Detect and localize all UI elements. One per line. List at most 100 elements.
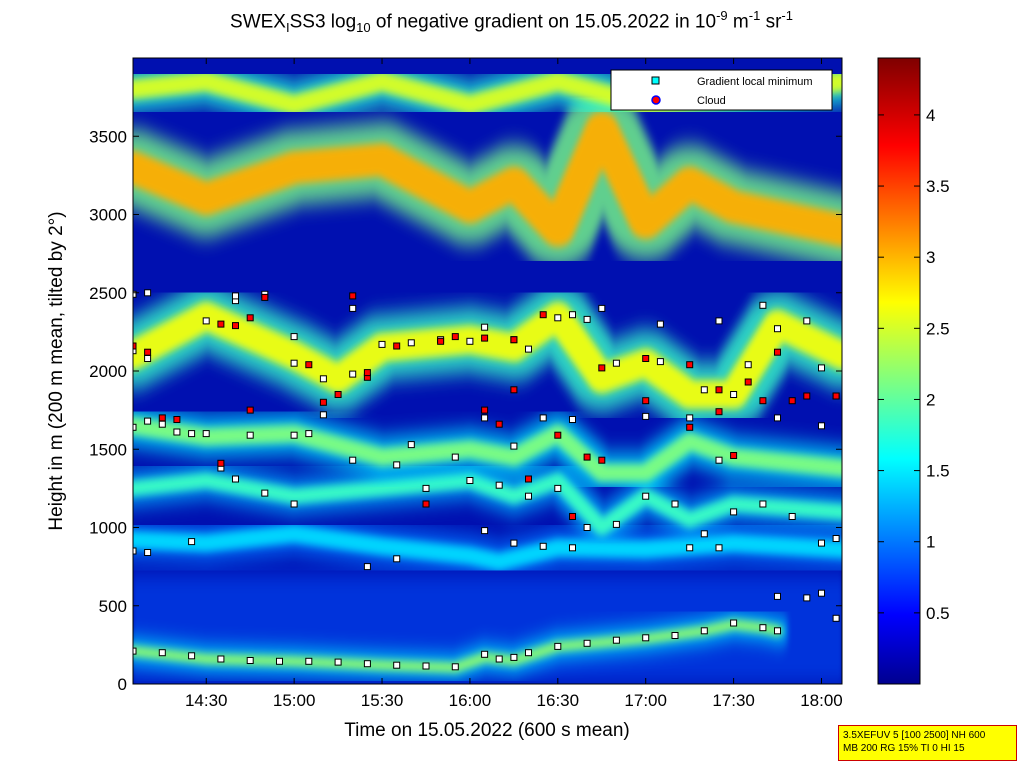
parameter-line-1: 3.5XEFUV 5 [100 2500] NH 600 xyxy=(843,730,986,741)
y-axis: 0 500 1000 1500 2000 2500 3000 3500 xyxy=(89,127,842,694)
gradient-minimum-marker xyxy=(144,355,152,362)
colorbar-tick-label: 0.5 xyxy=(926,604,950,623)
gradient-minimum-marker xyxy=(393,661,401,669)
gradient-minimum-marker xyxy=(818,589,825,597)
gradient-minimum-marker xyxy=(173,428,181,436)
gradient-minimum-marker xyxy=(715,544,723,552)
x-tick-label: 15:30 xyxy=(361,691,404,710)
y-tick-label: 2000 xyxy=(89,362,127,381)
gradient-minimum-marker xyxy=(495,481,503,489)
gradient-minimum-marker xyxy=(202,430,210,438)
cloud-marker xyxy=(217,459,225,467)
gradient-minimum-marker xyxy=(642,412,650,420)
gradient-minimum-marker xyxy=(133,423,137,431)
cloud-marker xyxy=(393,342,401,350)
cloud-marker xyxy=(715,386,723,394)
gradient-minimum-marker xyxy=(612,520,620,528)
cloud-marker xyxy=(334,391,342,398)
cloud-marker xyxy=(554,431,562,439)
colorbar: 0.5 1 1.5 2 2.5 3 3.5 4 xyxy=(877,57,950,685)
cloud-marker xyxy=(788,397,796,405)
gradient-minimum-marker xyxy=(451,453,459,461)
gradient-minimum-marker xyxy=(466,337,474,345)
gradient-minimum-marker xyxy=(759,624,767,632)
gradient-minimum-marker xyxy=(715,456,723,464)
gradient-minimum-marker xyxy=(334,658,342,666)
gradient-minimum-marker xyxy=(422,484,430,492)
chart-title: SWEXISS3 log10 of negative gradient on 1… xyxy=(230,8,793,36)
gradient-minimum-marker xyxy=(407,441,415,449)
cloud-marker xyxy=(349,292,357,300)
gradient-minimum-marker xyxy=(554,484,562,492)
legend-min-label: Gradient local minimum xyxy=(697,76,813,88)
gradient-minimum-marker xyxy=(554,642,562,650)
gradient-minimum-marker xyxy=(525,649,532,657)
cloud-marker xyxy=(144,348,152,356)
cloud-marker xyxy=(598,456,606,464)
heatmap-band-upper-band-1 xyxy=(133,301,842,409)
colorbar-tick-label: 1.5 xyxy=(926,462,950,481)
cloud-marker xyxy=(642,397,650,405)
gradient-minimum-marker xyxy=(422,662,430,670)
cloud-marker xyxy=(510,386,518,394)
x-tick-label: 15:00 xyxy=(273,691,316,710)
cloud-marker xyxy=(133,342,137,350)
gradient-minimum-marker xyxy=(671,632,679,639)
gradient-minimum-marker xyxy=(232,475,239,483)
gradient-minimum-marker xyxy=(246,657,254,664)
gradient-minimum-marker xyxy=(319,375,327,383)
gradient-minimum-marker xyxy=(481,527,489,535)
cloud-marker xyxy=(451,333,459,341)
cloud-marker xyxy=(715,408,723,416)
marker-layer xyxy=(133,289,840,671)
cloud-marker xyxy=(832,392,840,400)
colorbar-ticks: 0.5 1 1.5 2 2.5 3 3.5 4 xyxy=(878,106,950,623)
gradient-minimum-marker xyxy=(686,414,694,422)
cloud-marker xyxy=(495,420,503,428)
gradient-minimum-marker xyxy=(276,657,283,665)
gradient-minimum-marker xyxy=(539,414,547,422)
gradient-minimum-marker xyxy=(393,555,401,563)
gradient-minimum-marker xyxy=(363,563,371,571)
gradient-minimum-marker xyxy=(700,530,708,538)
gradient-minimum-marker xyxy=(759,301,767,309)
gradient-minimum-marker xyxy=(788,513,796,520)
gradient-minimum-marker xyxy=(133,647,137,655)
cloud-marker xyxy=(583,453,591,461)
gradient-minimum-marker xyxy=(744,361,752,369)
gradient-minimum-marker xyxy=(144,417,152,425)
gradient-minimum-marker xyxy=(818,364,825,372)
gradient-minimum-marker xyxy=(700,627,708,635)
legend-cloud-label: Cloud xyxy=(697,95,726,107)
gradient-minimum-marker xyxy=(290,333,298,341)
y-tick-label: 0 xyxy=(118,675,127,694)
gradient-minimum-marker xyxy=(232,292,239,300)
gradient-minimum-marker xyxy=(803,594,811,602)
gradient-minimum-marker xyxy=(290,431,298,439)
cloud-marker xyxy=(261,293,269,301)
y-tick-label: 1000 xyxy=(89,519,127,538)
parameter-box: 3.5XEFUV 5 [100 2500] NH 600 MB 200 RG 1… xyxy=(838,725,1017,761)
cloud-marker xyxy=(319,398,327,406)
gradient-minimum-marker xyxy=(202,317,210,325)
cloud-marker xyxy=(217,320,225,328)
gradient-minimum-marker xyxy=(188,652,196,660)
gradient-minimum-marker xyxy=(759,500,767,508)
parameter-line-2: MB 200 RG 15% TI 0 HI 15 xyxy=(843,743,965,754)
cloud-marker xyxy=(525,475,532,483)
gradient-minimum-marker xyxy=(305,657,313,665)
x-tick-label: 16:00 xyxy=(449,691,492,710)
gradient-minimum-marker xyxy=(466,477,474,484)
y-tick-label: 3000 xyxy=(89,206,127,225)
colorbar-gradient xyxy=(877,57,921,685)
gradient-minimum-marker xyxy=(583,524,591,531)
gradient-minimum-marker xyxy=(378,340,386,348)
gradient-minimum-marker xyxy=(481,323,489,331)
cloud-marker xyxy=(481,406,489,414)
gradient-minimum-marker xyxy=(612,636,620,644)
gradient-minimum-marker xyxy=(671,500,679,508)
gradient-minimum-marker xyxy=(349,304,357,312)
gradient-minimum-marker xyxy=(583,315,591,323)
cloud-marker xyxy=(246,406,254,414)
